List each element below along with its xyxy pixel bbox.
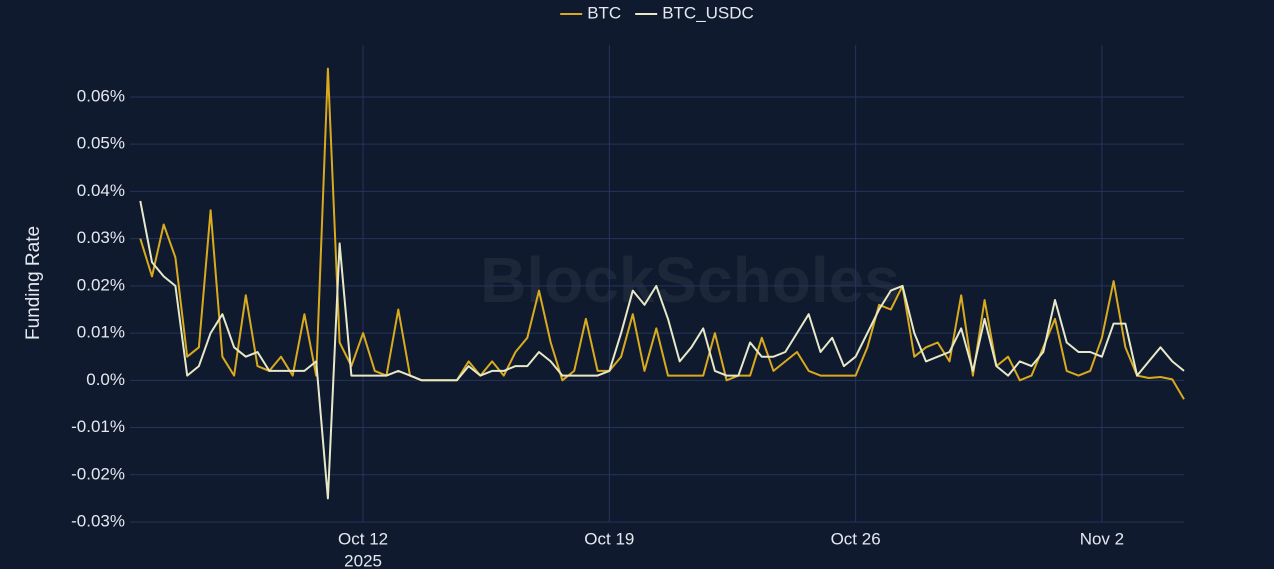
y-tick-label: 0.03%: [77, 228, 125, 247]
x-tick-label: Oct 26: [831, 529, 881, 548]
series-line: [139, 200, 1185, 500]
legend-label: BTC_USDC: [662, 3, 754, 22]
y-tick-label: 0.04%: [77, 181, 125, 200]
y-tick-label: 0.06%: [77, 86, 125, 105]
x-tick-sublabel: 2025: [344, 551, 382, 569]
y-tick-label: 0.05%: [77, 134, 125, 153]
y-tick-label: -0.03%: [71, 511, 125, 530]
watermark: BlockScholes: [480, 244, 900, 316]
y-axis-title: Funding Rate: [23, 226, 44, 340]
y-tick-label: 0.01%: [77, 323, 125, 342]
y-tick-label: -0.01%: [71, 417, 125, 436]
x-tick-label: Oct 12: [338, 529, 388, 548]
y-tick-label: 0.02%: [77, 275, 125, 294]
y-tick-label: 0.0%: [86, 370, 125, 389]
series-line: [139, 67, 1185, 400]
legend: BTC BTC_USDC: [560, 3, 754, 22]
y-tick-label: -0.02%: [71, 464, 125, 483]
x-tick-label: Nov 2: [1080, 529, 1124, 548]
legend-label: BTC: [587, 3, 621, 22]
x-tick-label: Oct 19: [584, 529, 634, 548]
